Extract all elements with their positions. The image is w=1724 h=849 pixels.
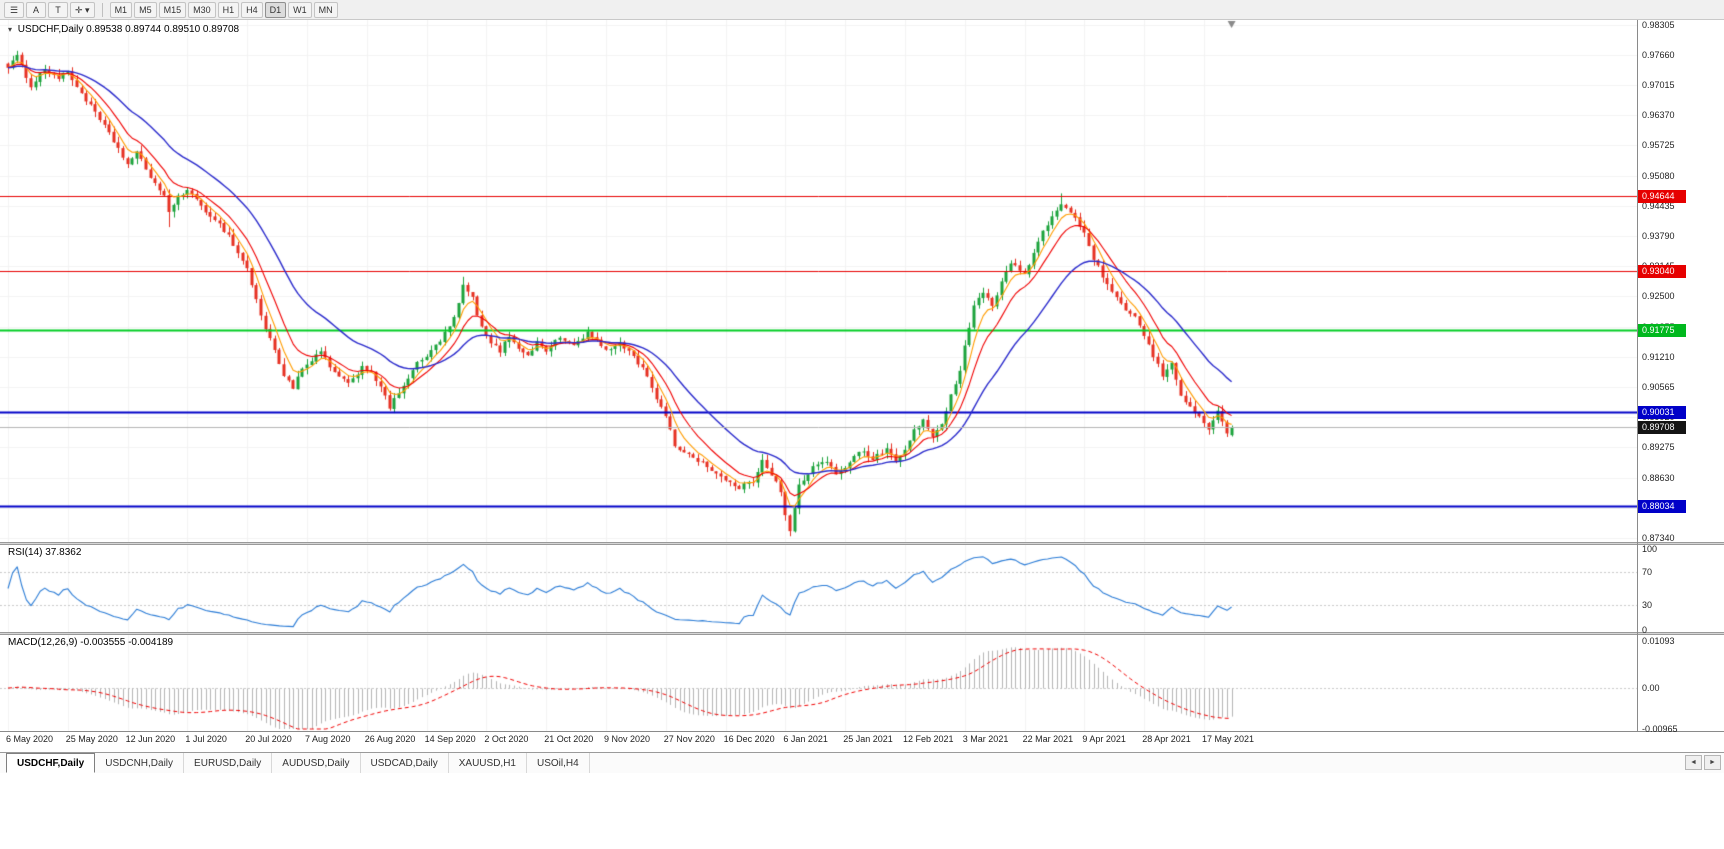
tabs-scroll-left-button[interactable]: ◄ [1685, 755, 1702, 770]
price-tick-label: 0.95080 [1642, 170, 1675, 181]
top-toolbar: ☰ A T ✛ ▾ M1 M5 M15 M30 H1 H4 D1 W1 MN [0, 0, 1724, 20]
price-tick-label: 0.88630 [1642, 472, 1675, 483]
date-axis-label: 12 Feb 2021 [903, 734, 954, 744]
chart-tab-audusd-daily[interactable]: AUDUSD,Daily [272, 753, 361, 773]
price-tick-label: 0.92500 [1642, 291, 1675, 302]
main-chart-canvas[interactable] [0, 20, 1637, 542]
price-tick-label: 0.87340 [1642, 533, 1675, 544]
chart-tab-usdchf-daily[interactable]: USDCHF,Daily [6, 753, 96, 773]
date-axis-label: 26 Aug 2020 [364, 734, 416, 744]
price-tick-label: 0.94435 [1642, 200, 1675, 211]
price-tick-label: 0.93790 [1642, 231, 1675, 242]
rsi-panel-splitter[interactable] [0, 542, 1724, 545]
timeframe-h4-button[interactable]: H4 [241, 1, 263, 18]
timeframe-m15-button[interactable]: M15 [158, 1, 187, 18]
date-axis-label: 12 Jun 2020 [125, 734, 176, 744]
price-tick-label: 0.89275 [1642, 442, 1675, 453]
timeframe-m5-button[interactable]: M5 [134, 1, 157, 18]
rsi-level-label: 0 [1642, 625, 1648, 635]
price-tick-label: 0.91210 [1642, 351, 1675, 362]
price-tick-label: 0.97660 [1642, 49, 1675, 60]
chart-tab-xauusd-h1[interactable]: XAUUSD,H1 [449, 753, 527, 773]
date-axis-label: 6 Jan 2021 [783, 734, 828, 744]
resistance-lower-price-tag: 0.93040 [1638, 265, 1686, 279]
price-axis-separator [1637, 20, 1638, 731]
date-axis-label: 20 Jul 2020 [245, 734, 292, 744]
chart-title: ▾ USDCHF,Daily 0.89538 0.89744 0.89510 0… [8, 24, 239, 35]
date-axis-label: 2 Oct 2020 [484, 734, 529, 744]
date-axis-label: 1 Jul 2020 [185, 734, 227, 744]
date-axis-label: 28 Apr 2021 [1142, 734, 1191, 744]
rsi-level-label: 70 [1642, 566, 1653, 577]
macd-indicator-label: MACD(12,26,9) -0.003555 -0.004189 [8, 637, 174, 648]
chart-ohlc-values: 0.89538 0.89744 0.89510 0.89708 [86, 24, 240, 35]
timeframe-h1-button[interactable]: H1 [217, 1, 240, 18]
date-axis-label: 21 Oct 2020 [544, 734, 594, 744]
chart-tab-bar: USDCHF,Daily USDCNH,Daily EURUSD,Daily AUDU… [0, 752, 1724, 773]
macd-level-label: 0.00 [1642, 683, 1660, 693]
price-tick-label: 0.98305 [1642, 20, 1675, 30]
price-tick-label: 0.90565 [1642, 382, 1675, 393]
chart-window: ▾ USDCHF,Daily 0.89538 0.89744 0.89510 0… [0, 20, 1724, 752]
price-tick-label: 0.96370 [1642, 110, 1675, 121]
timeframe-m1-button[interactable]: M1 [109, 1, 133, 18]
macd-panel-canvas[interactable] [0, 635, 1637, 731]
timeframe-button-group: M1 M5 M15 M30 H1 H4 D1 W1 MN [109, 1, 338, 18]
tabs-scroll-right-button[interactable]: ► [1704, 755, 1721, 770]
date-axis-label: 7 Aug 2020 [305, 734, 351, 744]
chart-tab-usoil-h4[interactable]: USOil,H4 [527, 753, 590, 773]
price-tick-label: 0.97015 [1642, 79, 1675, 90]
date-axis-label: 9 Nov 2020 [604, 734, 651, 744]
date-axis-label: 22 Mar 2021 [1022, 734, 1074, 744]
bid-price-tag: 0.89708 [1638, 421, 1686, 435]
macd-level-label: -0.00965 [1642, 724, 1678, 734]
date-axis-label: 25 May 2020 [65, 734, 118, 744]
chart-tab-eurusd-daily[interactable]: EURUSD,Daily [184, 753, 273, 773]
date-axis-label: 9 Apr 2021 [1082, 734, 1126, 744]
support-upper-price-tag: 0.90031 [1638, 406, 1686, 420]
rsi-level-label: 100 [1642, 544, 1658, 554]
rsi-panel-canvas[interactable] [0, 545, 1637, 632]
macd-panel-splitter[interactable] [0, 632, 1724, 635]
timeframe-d1-button[interactable]: D1 [264, 1, 287, 18]
date-axis-label: 17 May 2021 [1202, 734, 1255, 744]
annotation-tool-button[interactable]: A [26, 1, 46, 18]
pivot-price-tag: 0.91775 [1638, 324, 1686, 338]
chart-tab-usdcad-daily[interactable]: USDCAD,Daily [361, 753, 449, 773]
support-lower-price-tag: 0.88034 [1638, 499, 1686, 513]
date-axis-label: 16 Dec 2020 [723, 734, 775, 744]
chart-tab-usdcnh-daily[interactable]: USDCNH,Daily [95, 753, 185, 773]
chart-expand-icon[interactable]: ▾ [8, 25, 13, 34]
date-axis-label: 6 May 2020 [6, 734, 54, 744]
timeframe-mn-button[interactable]: MN [313, 1, 338, 18]
resistance-upper-price-tag: 0.94644 [1638, 190, 1686, 204]
date-axis-label: 3 Mar 2021 [962, 734, 1009, 744]
toolbar-separator [101, 2, 103, 17]
timeframe-m30-button[interactable]: M30 [188, 1, 216, 18]
date-axis-label: 25 Jan 2021 [843, 734, 893, 744]
rsi-indicator-label: RSI(14) 37.8362 [8, 547, 82, 558]
chart-symbol-label: USDCHF,Daily [17, 24, 84, 35]
date-axis-separator [0, 731, 1724, 732]
charts-menu-button[interactable]: ☰ [4, 1, 24, 18]
date-axis-label: 14 Sep 2020 [424, 734, 476, 744]
chart-tabs: USDCHF,Daily USDCNH,Daily EURUSD,Daily AUDU… [0, 753, 590, 773]
date-axis-label: 27 Nov 2020 [663, 734, 715, 744]
macd-level-label: 0.01093 [1642, 636, 1675, 646]
timeframe-w1-button[interactable]: W1 [288, 1, 312, 18]
tab-navigation: ◄ ► [1685, 755, 1721, 770]
rsi-level-label: 30 [1642, 600, 1653, 611]
drawing-tools-dropdown-button[interactable]: ✛ ▾ [70, 1, 95, 18]
price-tick-label: 0.95725 [1642, 140, 1675, 151]
text-tool-button[interactable]: T [48, 1, 68, 18]
